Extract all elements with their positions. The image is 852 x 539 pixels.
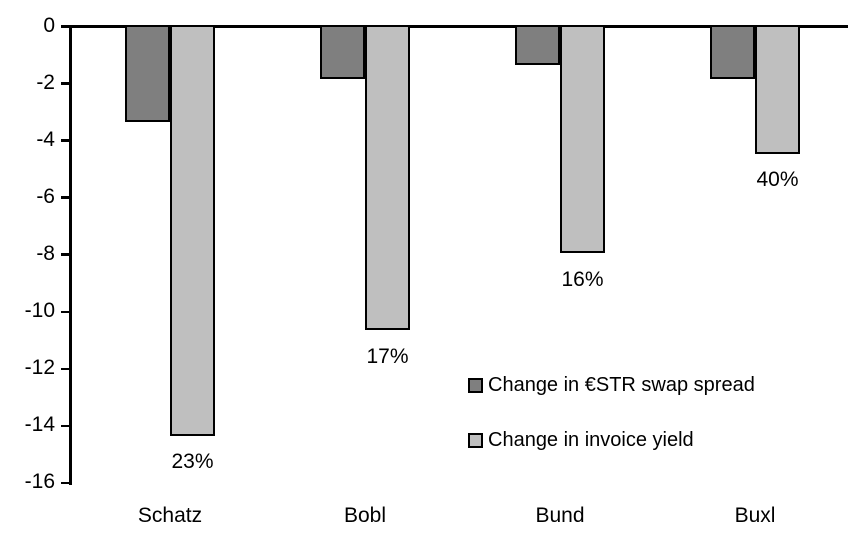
bar-swap-spread-bobl [320, 25, 365, 80]
bar-invoice-yield-schatz [170, 25, 215, 436]
y-axis-tick [61, 481, 72, 485]
y-tick-label: -16 [24, 469, 55, 493]
y-tick-label: -12 [24, 355, 55, 379]
y-tick-label: -8 [36, 241, 55, 265]
legend-label-invoice-yield: Change in invoice yield [488, 429, 694, 451]
bar-swap-spread-buxl [710, 25, 755, 80]
y-tick-label: -4 [36, 127, 55, 151]
bar-value-label: 40% [756, 168, 799, 192]
y-tick-label: -2 [36, 70, 55, 94]
legend-item-swap-spread: Change in €STR swap spread [468, 374, 755, 396]
bar-value-label: 23% [171, 450, 214, 474]
y-axis-tick [61, 139, 72, 142]
bar-invoice-yield-buxl [755, 25, 800, 154]
y-axis-tick [61, 367, 72, 371]
y-tick-label: -10 [24, 298, 55, 322]
y-tick-label: 0 [43, 13, 55, 37]
legend-swatch-invoice-yield-icon [468, 432, 483, 448]
bar-invoice-yield-bobl [365, 25, 410, 331]
y-axis-tick [61, 196, 72, 199]
category-label: Bund [535, 504, 585, 527]
bar-value-label: 16% [561, 267, 604, 291]
legend-label-swap-spread: Change in €STR swap spread [488, 374, 755, 396]
bar-invoice-yield-bund [560, 25, 605, 254]
bar-swap-spread-schatz [125, 25, 170, 123]
y-axis-tick [61, 253, 72, 256]
bar-swap-spread-bund [515, 25, 560, 66]
y-axis-tick [61, 424, 72, 428]
legend-item-invoice-yield: Change in invoice yield [468, 429, 755, 451]
legend: Change in €STR swap spread Change in inv… [468, 374, 755, 484]
y-axis-tick [61, 310, 72, 314]
category-label: Schatz [137, 504, 203, 527]
bar-value-label: 17% [366, 344, 409, 368]
y-tick-label: -6 [36, 184, 55, 208]
y-axis-tick [61, 82, 72, 85]
zero-baseline [61, 25, 848, 28]
category-label: Buxl [734, 504, 776, 527]
category-label: Bobl [343, 504, 387, 527]
legend-swatch-swap-spread-icon [468, 377, 483, 393]
y-tick-label: -14 [24, 412, 55, 436]
